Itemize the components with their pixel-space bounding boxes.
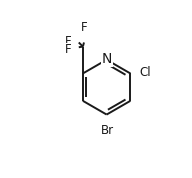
Text: N: N <box>101 52 112 66</box>
Text: F: F <box>65 43 71 56</box>
Text: F: F <box>65 35 71 48</box>
Text: Br: Br <box>101 124 114 137</box>
Text: F: F <box>81 21 88 34</box>
Text: Cl: Cl <box>139 66 151 78</box>
